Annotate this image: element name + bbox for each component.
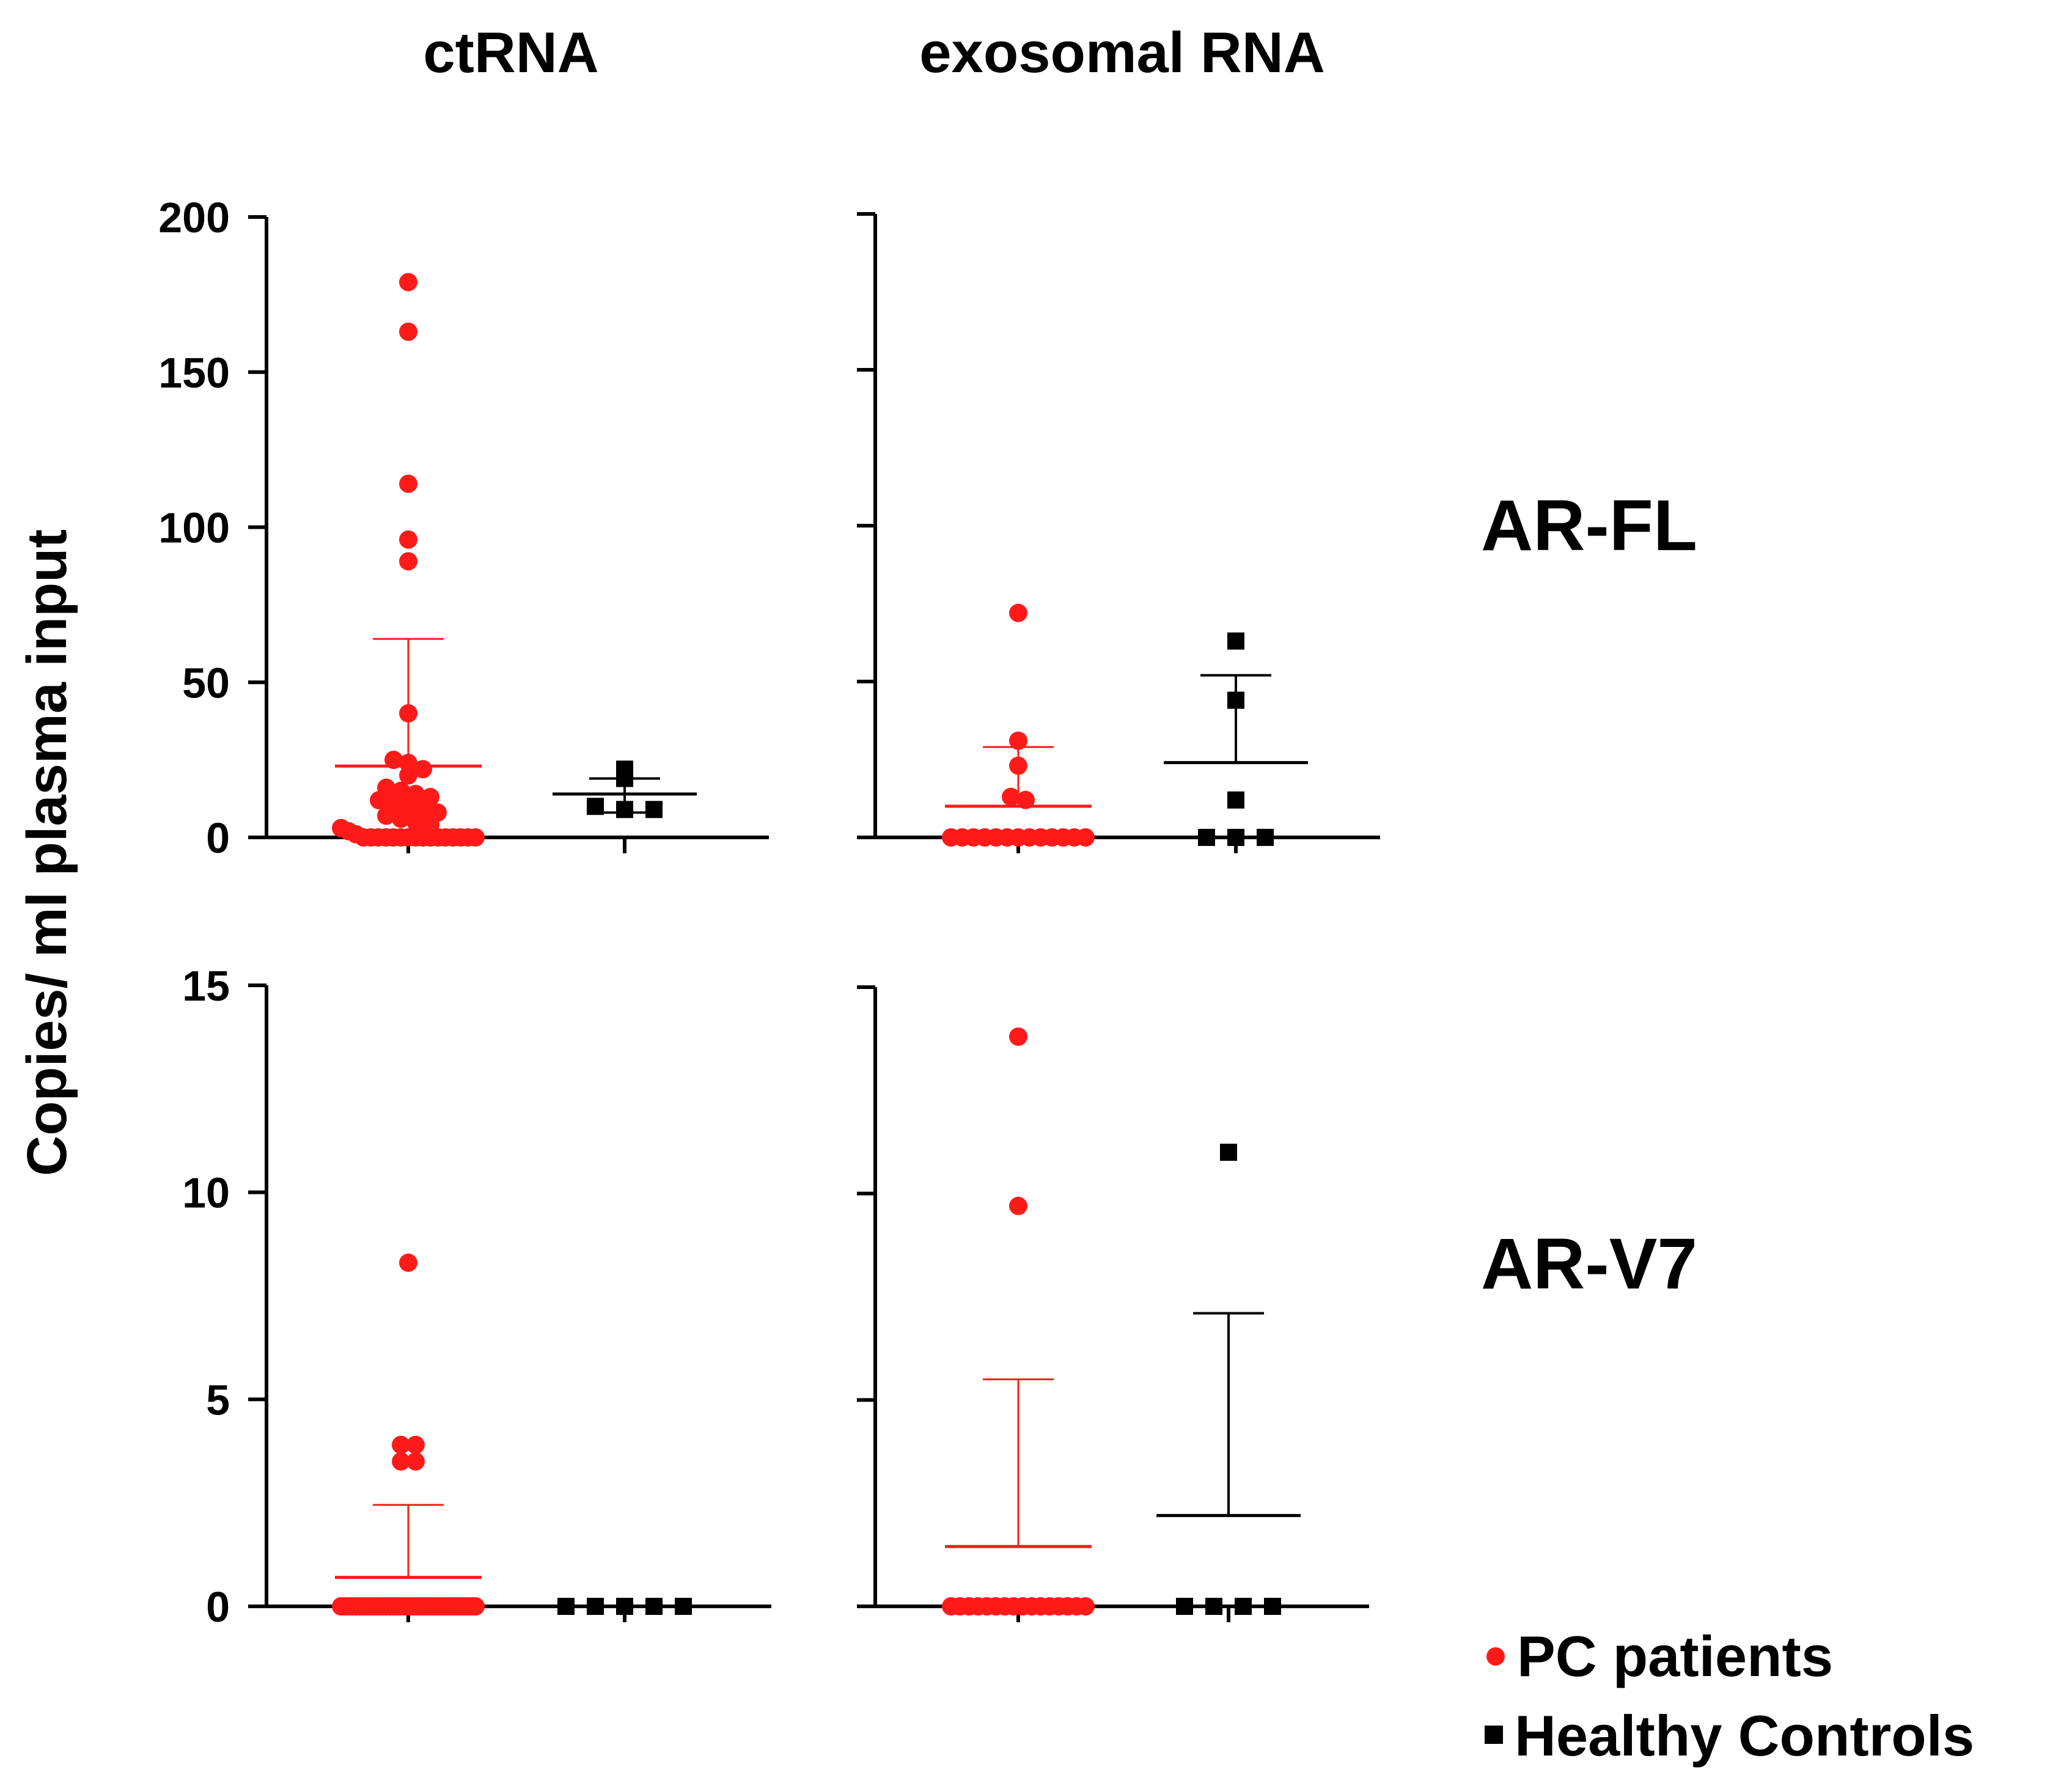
data-point-pc-patient <box>406 1435 425 1454</box>
legend-marker-healthy-controls <box>1485 1726 1503 1744</box>
data-point-healthy-control <box>1227 632 1244 650</box>
data-point-pc-patient <box>399 273 417 292</box>
data-point-healthy-control <box>587 1598 604 1615</box>
legend-label-pc-patients: PC patients <box>1517 1624 1833 1688</box>
data-point-pc-patient <box>466 1597 485 1616</box>
y-tick-label: 150 <box>158 349 230 397</box>
panel-ar-v7-ctrna: 0 5 10 15 <box>182 962 771 1631</box>
data-point-pc-patient <box>399 474 417 493</box>
data-point-pc-patient <box>1009 603 1027 622</box>
y-tick-label: 0 <box>206 814 230 862</box>
row-label-ar-fl: AR-FL <box>1481 485 1697 566</box>
data-point-healthy-control <box>1227 829 1244 846</box>
legend: PC patients Healthy Controls <box>1485 1624 1974 1768</box>
y-tick-label: 100 <box>158 504 230 552</box>
y-tick-label: 5 <box>206 1376 230 1424</box>
data-point-healthy-control <box>557 1598 575 1615</box>
data-point-pc-patient <box>406 1452 425 1471</box>
legend-label-healthy-controls: Healthy Controls <box>1515 1704 1974 1768</box>
data-point-pc-patient <box>399 322 417 341</box>
data-point-healthy-control <box>587 798 604 815</box>
data-point-pc-patient <box>377 806 395 825</box>
data-point-healthy-control <box>645 801 663 818</box>
panel-ar-fl-exosomal-rna <box>857 212 1380 853</box>
data-point-pc-patient <box>399 1253 417 1272</box>
data-point-healthy-control <box>1205 1598 1222 1615</box>
data-point-healthy-control <box>616 770 633 787</box>
data-point-pc-patient <box>399 552 417 571</box>
data-point-pc-patient <box>1009 1028 1027 1046</box>
column-title-exosomal-rna: exosomal RNA <box>919 20 1324 84</box>
data-point-healthy-control <box>1220 1144 1237 1161</box>
data-point-pc-patient <box>1002 787 1020 806</box>
data-point-healthy-control <box>616 801 633 818</box>
data-point-pc-patient <box>399 704 417 722</box>
data-point-pc-patient <box>1016 790 1035 809</box>
data-point-healthy-control <box>616 1598 633 1615</box>
y-tick-label: 200 <box>158 194 230 241</box>
data-point-pc-patient <box>414 760 432 779</box>
data-point-pc-patient <box>370 791 388 810</box>
data-point-pc-patient <box>392 1435 410 1454</box>
y-tick-label: 50 <box>182 659 230 707</box>
data-point-pc-patient <box>1076 828 1095 847</box>
data-point-healthy-control <box>645 1598 663 1615</box>
data-point-healthy-control <box>1176 1598 1193 1615</box>
data-point-healthy-control <box>1264 1598 1281 1615</box>
data-point-healthy-control <box>675 1598 692 1615</box>
column-title-ctrna: ctRNA <box>423 20 598 84</box>
data-point-pc-patient <box>406 812 425 831</box>
legend-marker-pc-patients <box>1486 1647 1505 1666</box>
y-tick-label: 10 <box>182 1169 230 1217</box>
row-label-ar-v7: AR-V7 <box>1481 1224 1697 1304</box>
y-tick-label: 0 <box>206 1583 230 1631</box>
data-point-healthy-control <box>1227 791 1244 809</box>
y-axis-title: Copies/ ml plasma input <box>16 529 78 1176</box>
data-point-healthy-control <box>1235 1598 1252 1615</box>
data-point-pc-patient <box>392 809 410 828</box>
data-point-healthy-control <box>1198 829 1215 846</box>
data-point-pc-patient <box>1009 1196 1027 1215</box>
data-point-pc-patient <box>466 828 485 847</box>
data-point-pc-patient <box>399 530 417 549</box>
data-point-pc-patient <box>1009 731 1027 750</box>
data-point-pc-patient <box>392 1452 410 1471</box>
data-point-pc-patient <box>399 766 417 785</box>
y-tick-label: 15 <box>182 962 230 1010</box>
data-point-healthy-control <box>1227 691 1244 709</box>
panel-ar-fl-ctrna: 0 50 100 150 200 <box>158 194 769 862</box>
data-point-pc-patient <box>1009 756 1027 775</box>
data-point-healthy-control <box>1257 829 1274 846</box>
panel-ar-v7-exosomal-rna <box>857 985 1369 1622</box>
data-point-pc-patient <box>384 751 403 770</box>
data-point-pc-patient <box>1076 1597 1095 1616</box>
